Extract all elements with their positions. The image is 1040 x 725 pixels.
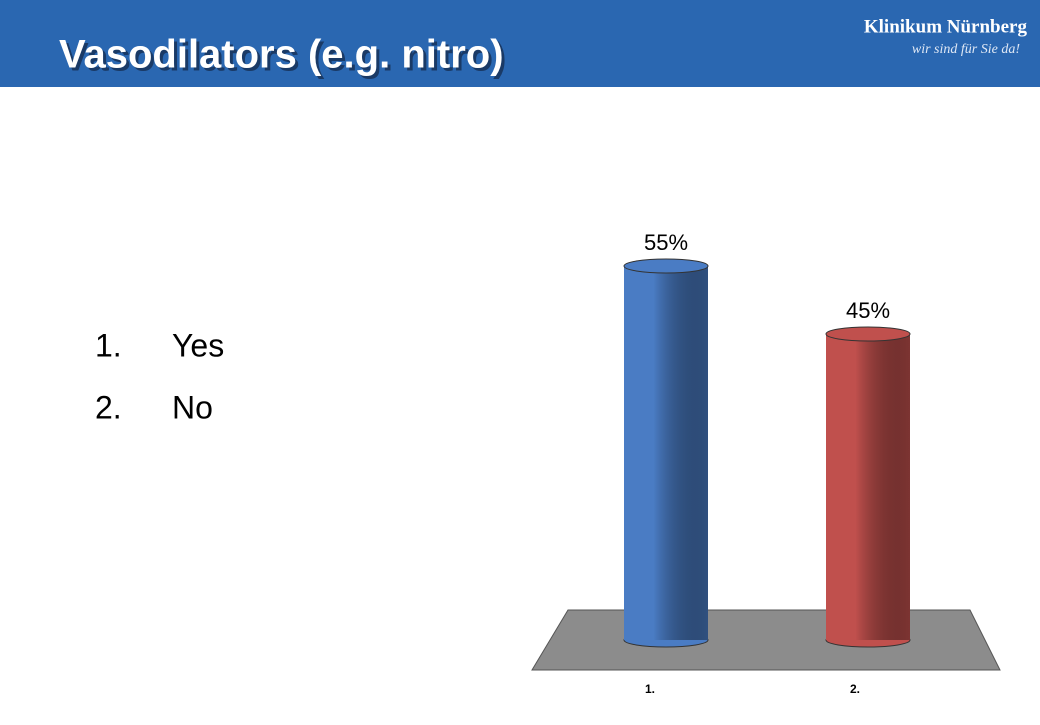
chart-floor	[531, 609, 1001, 671]
logo: Klinikum Nürnberg	[864, 16, 1028, 37]
bar-top	[623, 258, 709, 274]
bar-shade	[826, 334, 910, 640]
list-text: Yes	[172, 327, 224, 363]
header-band	[0, 0, 1040, 87]
title-shadow: Vasodilators (e.g. nitro)	[62, 36, 507, 80]
list-text: No	[172, 389, 213, 425]
bar-top	[825, 326, 911, 342]
x-tick-label: 1.	[645, 682, 655, 696]
value-label: 55%	[644, 230, 688, 255]
value-label: 45%	[846, 298, 890, 323]
bar-shade	[624, 266, 708, 640]
list-number: 2.	[95, 389, 122, 425]
title: Vasodilators (e.g. nitro)	[59, 33, 504, 77]
tagline: wir sind für Sie da!	[912, 42, 1020, 57]
x-tick-label: 2.	[850, 682, 860, 696]
list-number: 1.	[95, 327, 122, 363]
